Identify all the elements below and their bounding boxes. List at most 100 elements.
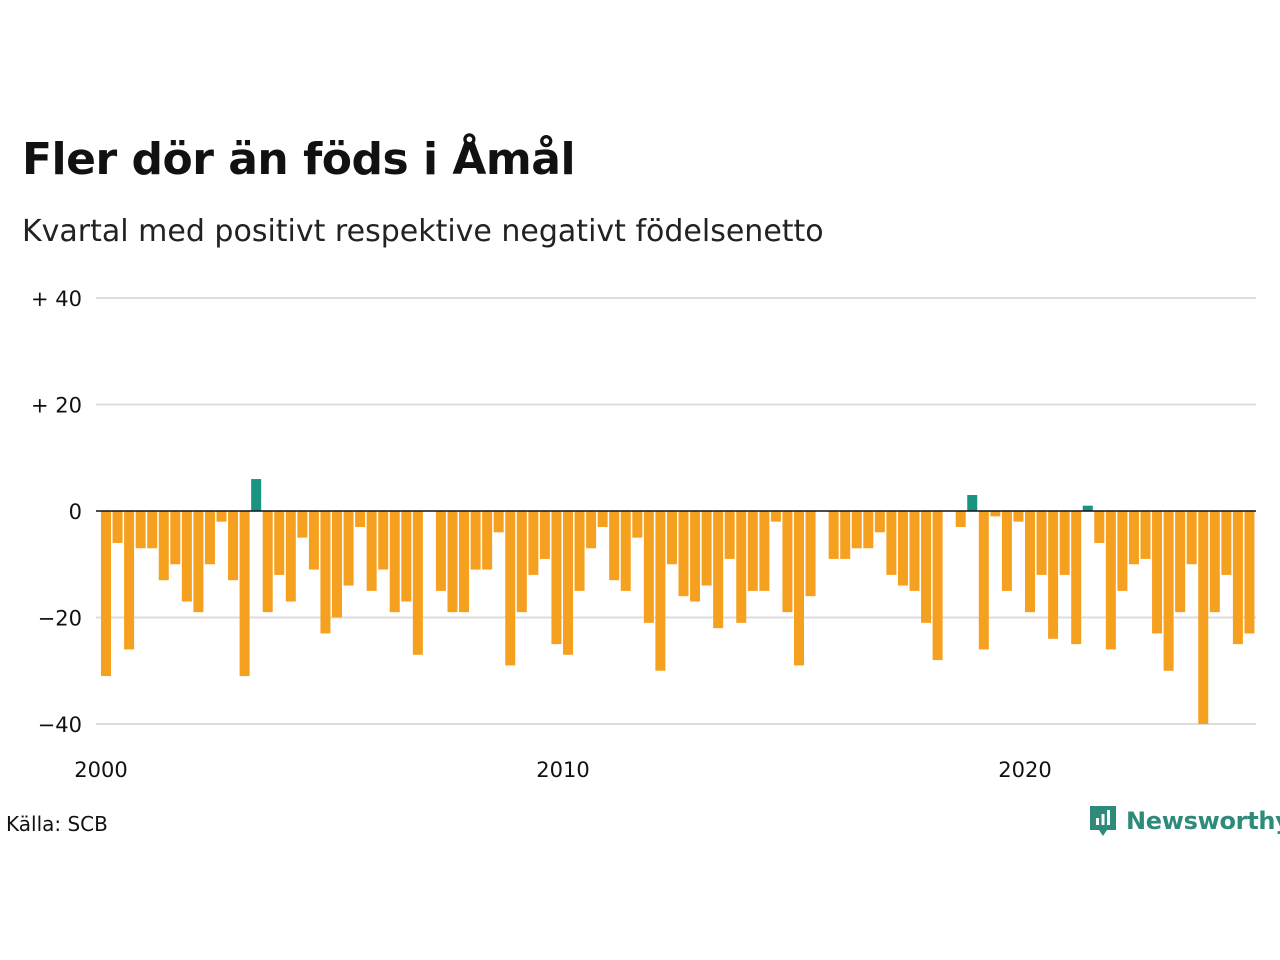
bar-2021-q3	[1094, 511, 1105, 543]
bar-2019-q3	[1001, 511, 1012, 591]
bar-2015-q4	[828, 511, 839, 559]
bar-2019-q2	[990, 511, 1001, 517]
bar-2010-q2	[574, 511, 585, 591]
y-tick-label: + 20	[31, 394, 82, 418]
newsworthy-icon	[1090, 806, 1116, 836]
bar-2023-q4	[1198, 511, 1209, 724]
brand-logo: Newsworthy	[1088, 804, 1280, 838]
bar-2012-q3	[678, 511, 689, 597]
bar-2012-q2	[666, 511, 677, 565]
bar-2004-q2	[297, 511, 308, 538]
bar-2020-q4	[1059, 511, 1070, 575]
source-label: Källa: SCB	[6, 812, 108, 836]
bar-2014-q1	[747, 511, 758, 591]
bar-2021-q2	[1082, 505, 1093, 511]
y-tick-label: −20	[38, 607, 82, 631]
bar-2011-q2	[620, 511, 631, 591]
bar-2002-q2	[204, 511, 215, 565]
bar-2014-q4	[782, 511, 793, 613]
bar-2014-q3	[770, 511, 781, 522]
bar-2000-q2	[112, 511, 123, 543]
bar-2020-q1	[1025, 511, 1035, 613]
bar-2007-q4	[459, 511, 470, 613]
x-tick-label: 2010	[536, 758, 589, 782]
bar-2017-q3	[909, 511, 920, 591]
bar-2024-q4	[1244, 511, 1255, 634]
bar-2019-q4	[1013, 511, 1024, 522]
bar-2005-q2	[343, 511, 354, 586]
bar-2003-q4	[274, 511, 285, 575]
bar-2024-q1	[1209, 511, 1220, 613]
bar-2023-q1	[1163, 511, 1174, 671]
bar-2005-q3	[355, 511, 366, 527]
bar-2023-q2	[1175, 511, 1186, 613]
bar-2013-q1	[701, 511, 712, 586]
bar-2022-q1	[1117, 511, 1128, 591]
bar-2009-q1	[516, 511, 527, 613]
y-tick-label: + 40	[31, 287, 82, 311]
bar-2016-q4	[874, 511, 885, 533]
bar-2016-q1	[840, 511, 851, 559]
bar-2008-q3	[493, 511, 504, 533]
bar-2017-q4	[921, 511, 932, 623]
bar-2002-q1	[193, 511, 204, 613]
bar-2006-q4	[412, 511, 423, 655]
bar-2004-q4	[320, 511, 331, 634]
bar-2017-q2	[897, 511, 908, 586]
bar-2003-q3	[262, 511, 273, 613]
bar-2011-q4	[643, 511, 654, 623]
bar-2008-q1	[470, 511, 481, 570]
bar-2001-q1	[147, 511, 158, 549]
bar-2024-q3	[1232, 511, 1243, 645]
bar-2013-q2	[713, 511, 724, 629]
bar-2018-q4	[967, 495, 978, 511]
chart-subtitle: Kvartal med positivt respektive negativt…	[22, 214, 824, 249]
bar-2014-q2	[759, 511, 770, 591]
x-tick-label: 2020	[998, 758, 1051, 782]
y-tick-label: 0	[69, 500, 82, 524]
bar-2006-q3	[401, 511, 412, 602]
bar-2009-q4	[551, 511, 562, 645]
bar-2003-q2	[251, 479, 262, 511]
bar-2004-q3	[308, 511, 319, 570]
bar-2010-q1	[563, 511, 573, 655]
bar-2002-q3	[216, 511, 227, 522]
bar-2022-q3	[1140, 511, 1151, 559]
bar-2013-q3	[724, 511, 735, 559]
bar-2015-q2	[805, 511, 816, 597]
bar-2010-q4	[597, 511, 608, 527]
bar-2022-q4	[1152, 511, 1163, 634]
bar-2000-q4	[135, 511, 146, 549]
bar-2001-q2	[158, 511, 169, 581]
bar-2015-q1	[794, 511, 804, 666]
bar-2021-q4	[1105, 511, 1116, 650]
bar-2006-q1	[378, 511, 389, 570]
y-tick-label: −40	[38, 713, 82, 737]
bar-2004-q1	[285, 511, 296, 602]
bar-chart: + 40 + 20 0 −20 −40 2000 2010 2020	[31, 287, 1256, 782]
bar-2008-q4	[505, 511, 516, 666]
bar-2008-q2	[482, 511, 493, 570]
bar-2023-q3	[1186, 511, 1197, 565]
bar-2009-q3	[539, 511, 550, 559]
bar-2005-q4	[366, 511, 377, 591]
bar-2002-q4	[228, 511, 239, 581]
bar-2007-q2	[435, 511, 446, 591]
chart-title: Fler dör än föds i Åmål	[22, 134, 576, 185]
bar-2000-q1	[101, 511, 111, 677]
bar-2018-q1	[932, 511, 943, 661]
bar-2016-q3	[863, 511, 874, 549]
bar-2009-q2	[528, 511, 539, 575]
bar-2001-q4	[181, 511, 192, 602]
bar-2000-q3	[124, 511, 135, 650]
bar-2020-q2	[1036, 511, 1047, 575]
bar-2024-q2	[1221, 511, 1232, 575]
bar-2018-q3	[955, 511, 966, 527]
bar-2021-q1	[1071, 511, 1082, 645]
bar-2010-q3	[586, 511, 597, 549]
bar-2012-q1	[655, 511, 666, 671]
bar-2022-q2	[1128, 511, 1139, 565]
bar-2001-q3	[170, 511, 181, 565]
bar-2012-q4	[690, 511, 701, 602]
bar-2020-q3	[1048, 511, 1059, 639]
